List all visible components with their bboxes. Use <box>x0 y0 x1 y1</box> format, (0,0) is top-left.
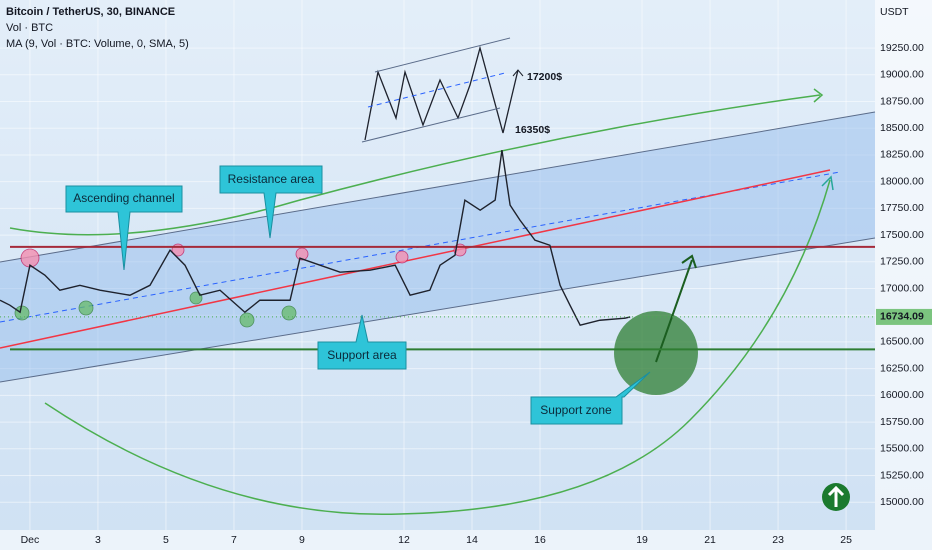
callout <box>219 165 323 239</box>
flag-top <box>374 37 511 73</box>
zigzag <box>364 45 519 141</box>
flag-bottom <box>361 107 501 143</box>
indicator-vol: Vol · BTC <box>6 22 53 34</box>
x-tick-label: 12 <box>398 534 410 546</box>
x-tick-label: Dec <box>21 534 40 546</box>
high-marker <box>295 247 309 261</box>
x-tick-label: 14 <box>466 534 478 546</box>
x-tick-label: 25 <box>840 534 852 546</box>
annotation: Resistance area <box>228 172 315 186</box>
high-marker <box>395 250 409 264</box>
last-price-label: 16734.09 <box>880 311 924 323</box>
y-tick-label: 15250.00 <box>880 469 924 481</box>
axis-unit: USDT <box>880 6 909 18</box>
arrow-head <box>813 88 824 103</box>
boost-arrow <box>827 485 845 507</box>
plot <box>0 150 875 351</box>
annotation: 16350$ <box>515 124 550 136</box>
y-tick-label: 15000.00 <box>880 496 924 508</box>
y-tick-label: 16250.00 <box>880 362 924 374</box>
price-line <box>0 150 631 326</box>
up-arrow <box>655 259 693 363</box>
x-tick-label: 19 <box>636 534 648 546</box>
flag-mid <box>367 72 506 108</box>
annotation: Support zone <box>540 403 612 417</box>
low-marker <box>78 300 94 316</box>
y-tick-label: 17250.00 <box>880 256 924 268</box>
x-tick-label: 16 <box>534 534 546 546</box>
arrow-head <box>512 69 524 77</box>
arc-bottom <box>44 179 831 516</box>
time-axis-panel <box>0 530 932 550</box>
arc-top <box>9 94 821 236</box>
high-marker <box>20 248 40 268</box>
annotation: Support area <box>327 348 397 362</box>
y-tick-label: 16500.00 <box>880 336 924 348</box>
x-tick-label: 7 <box>231 534 237 546</box>
x-tick-label: 3 <box>95 534 101 546</box>
y-tick-label: 18500.00 <box>880 122 924 134</box>
arrow-head <box>681 254 697 269</box>
last-price-box <box>876 308 932 325</box>
callout <box>65 185 183 271</box>
arrow-head <box>821 175 834 191</box>
x-tick-label: 23 <box>772 534 784 546</box>
y-tick-label: 19250.00 <box>880 42 924 54</box>
y-tick-label: 17500.00 <box>880 229 924 241</box>
y-tick-label: 18000.00 <box>880 175 924 187</box>
y-tick-label: 16000.00 <box>880 389 924 401</box>
low-marker <box>14 305 30 321</box>
channel-bottom <box>0 237 876 383</box>
y-tick-label: 17750.00 <box>880 202 924 214</box>
symbol-title: Bitcoin / TetherUS, 30, BINANCE <box>6 6 175 18</box>
low-marker <box>189 291 203 305</box>
callout <box>530 371 651 425</box>
annotation: 17200$ <box>527 71 562 83</box>
callout <box>317 314 407 370</box>
y-tick-label: 18750.00 <box>880 95 924 107</box>
x-tick-label: 21 <box>704 534 716 546</box>
y-tick-label: 15500.00 <box>880 443 924 455</box>
y-tick-label: 17000.00 <box>880 282 924 294</box>
channel-top <box>0 111 876 263</box>
support-zone-circle <box>614 311 698 395</box>
price-axis-panel <box>875 0 932 530</box>
low-marker <box>281 305 297 321</box>
low-marker <box>239 312 255 328</box>
x-tick-label: 5 <box>163 534 169 546</box>
y-tick-label: 18250.00 <box>880 149 924 161</box>
annotation: Ascending channel <box>73 191 174 205</box>
y-tick-label: 19000.00 <box>880 69 924 81</box>
indicator-ma: MA (9, Vol · BTC: Volume, 0, SMA, 5) <box>6 38 189 50</box>
y-tick-label: 15750.00 <box>880 416 924 428</box>
x-tick-label: 9 <box>299 534 305 546</box>
trend-line <box>0 169 831 349</box>
